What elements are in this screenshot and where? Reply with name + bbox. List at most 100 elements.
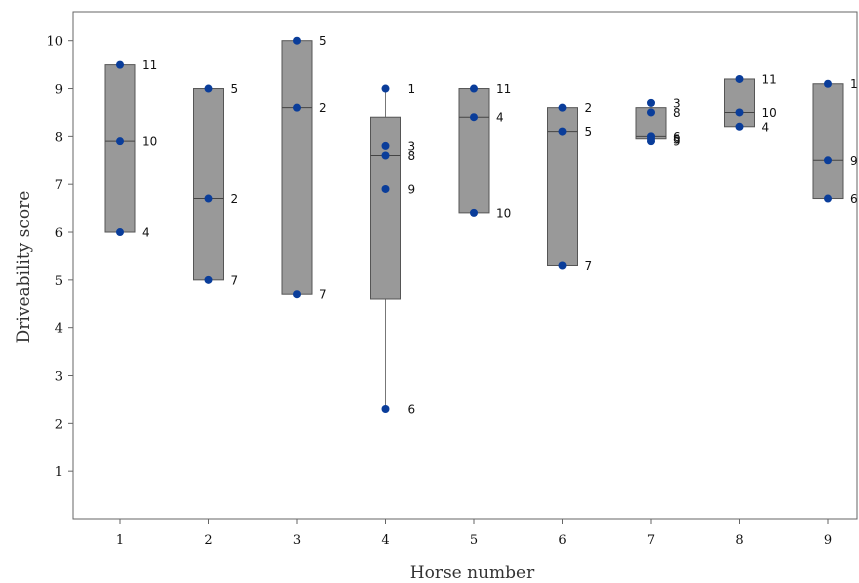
point-label: 10 bbox=[496, 206, 511, 220]
point-label: 4 bbox=[762, 120, 770, 134]
horse-9-points: 1 9 6 bbox=[824, 77, 858, 206]
y-axis: 1 2 3 4 5 6 7 8 9 10 bbox=[46, 35, 73, 480]
point-label: 5 bbox=[585, 125, 593, 139]
horse-3-box bbox=[281, 40, 313, 295]
point-label: 9 bbox=[673, 135, 681, 149]
iqr-box bbox=[458, 88, 490, 214]
horse-5-box bbox=[458, 88, 490, 214]
boxes-layer bbox=[104, 40, 844, 409]
point-label: 4 bbox=[142, 226, 150, 240]
horse-1-points: 11 10 4 bbox=[116, 58, 157, 240]
x-tick-label: 8 bbox=[735, 533, 743, 548]
data-point bbox=[293, 103, 301, 112]
point-label: 11 bbox=[142, 58, 157, 72]
point-label: 11 bbox=[496, 82, 511, 96]
point-label: 4 bbox=[496, 111, 504, 125]
data-point bbox=[470, 84, 478, 93]
data-point bbox=[647, 137, 655, 146]
data-point bbox=[558, 127, 567, 136]
horse-4-points: 1 38 9 6 bbox=[381, 82, 416, 416]
point-label: 9 bbox=[850, 154, 858, 168]
point-label: 2 bbox=[585, 101, 593, 115]
data-point bbox=[824, 194, 832, 203]
point-label: 1 bbox=[408, 82, 416, 96]
data-point bbox=[558, 261, 567, 270]
point-label: 2 bbox=[231, 192, 239, 206]
point-label: 6 bbox=[673, 130, 681, 144]
point-label: 10 bbox=[142, 135, 157, 149]
plot-frame bbox=[72, 11, 858, 520]
y-tick-label: 4 bbox=[55, 322, 63, 337]
point-label: 7 bbox=[231, 273, 239, 287]
x-tick-label: 7 bbox=[647, 533, 655, 548]
y-tick-label: 9 bbox=[55, 83, 63, 98]
horse-8-box bbox=[724, 78, 755, 128]
point-label: 6 bbox=[408, 402, 416, 416]
horse-7-points: 38 659 bbox=[647, 96, 681, 149]
y-tick-label: 6 bbox=[55, 226, 63, 241]
x-tick-label: 1 bbox=[116, 533, 124, 548]
point-label: 7 bbox=[319, 288, 327, 302]
data-point bbox=[824, 156, 832, 165]
y-axis-title: Driveability score bbox=[14, 191, 34, 344]
iqr-box bbox=[281, 40, 313, 295]
iqr-box bbox=[193, 88, 224, 281]
horse-4-box bbox=[370, 88, 401, 409]
y-tick-label: 8 bbox=[55, 130, 63, 145]
point-label: 3 bbox=[408, 139, 416, 153]
data-point bbox=[558, 103, 567, 112]
horse-5-points: 11 4 10 bbox=[470, 82, 511, 220]
y-tick-label: 1 bbox=[55, 465, 63, 480]
data-point bbox=[381, 404, 390, 413]
data-point bbox=[735, 122, 744, 131]
data-point bbox=[470, 208, 478, 217]
point-label: 2 bbox=[319, 101, 327, 115]
data-point bbox=[116, 60, 124, 69]
x-axis-title: Horse number bbox=[410, 563, 535, 583]
data-point bbox=[735, 74, 744, 83]
y-tick-label: 7 bbox=[55, 178, 63, 193]
y-tick-label: 5 bbox=[55, 274, 63, 289]
data-point bbox=[293, 36, 301, 45]
data-point bbox=[381, 151, 390, 160]
iqr-box bbox=[724, 78, 755, 128]
point-label: 8 bbox=[408, 149, 416, 163]
horse-1-box bbox=[104, 64, 136, 233]
horse-3-points: 5 2 7 bbox=[293, 34, 327, 302]
x-tick-label: 5 bbox=[470, 533, 478, 548]
data-point bbox=[647, 98, 655, 107]
point-label: 5 bbox=[319, 34, 327, 48]
x-tick-label: 9 bbox=[824, 533, 832, 548]
data-point bbox=[647, 108, 655, 117]
point-label: 8 bbox=[673, 106, 681, 120]
point-label: 10 bbox=[762, 106, 777, 120]
horse-9-box bbox=[812, 83, 844, 200]
data-point bbox=[381, 84, 390, 93]
point-label: 7 bbox=[585, 259, 593, 273]
y-tick-label: 3 bbox=[55, 370, 63, 385]
iqr-box bbox=[104, 64, 136, 233]
horse-6-points: 2 5 7 bbox=[558, 101, 593, 273]
data-point bbox=[204, 194, 213, 203]
point-label: 5 bbox=[231, 82, 239, 96]
x-tick-label: 2 bbox=[204, 533, 212, 548]
data-point bbox=[381, 184, 390, 193]
iqr-box bbox=[812, 83, 844, 200]
x-tick-label: 4 bbox=[381, 533, 389, 548]
data-point bbox=[204, 275, 213, 284]
horse-2-box bbox=[193, 88, 224, 281]
x-tick-label: 6 bbox=[558, 533, 566, 548]
data-point bbox=[824, 79, 832, 88]
data-point bbox=[116, 137, 124, 146]
point-label: 5 bbox=[673, 132, 681, 146]
data-point bbox=[116, 228, 124, 237]
point-label: 11 bbox=[762, 72, 777, 86]
y-tick-label: 10 bbox=[46, 35, 63, 50]
data-point bbox=[293, 290, 301, 299]
point-label: 6 bbox=[850, 192, 858, 206]
plot-border bbox=[72, 11, 858, 520]
data-point bbox=[470, 113, 478, 122]
